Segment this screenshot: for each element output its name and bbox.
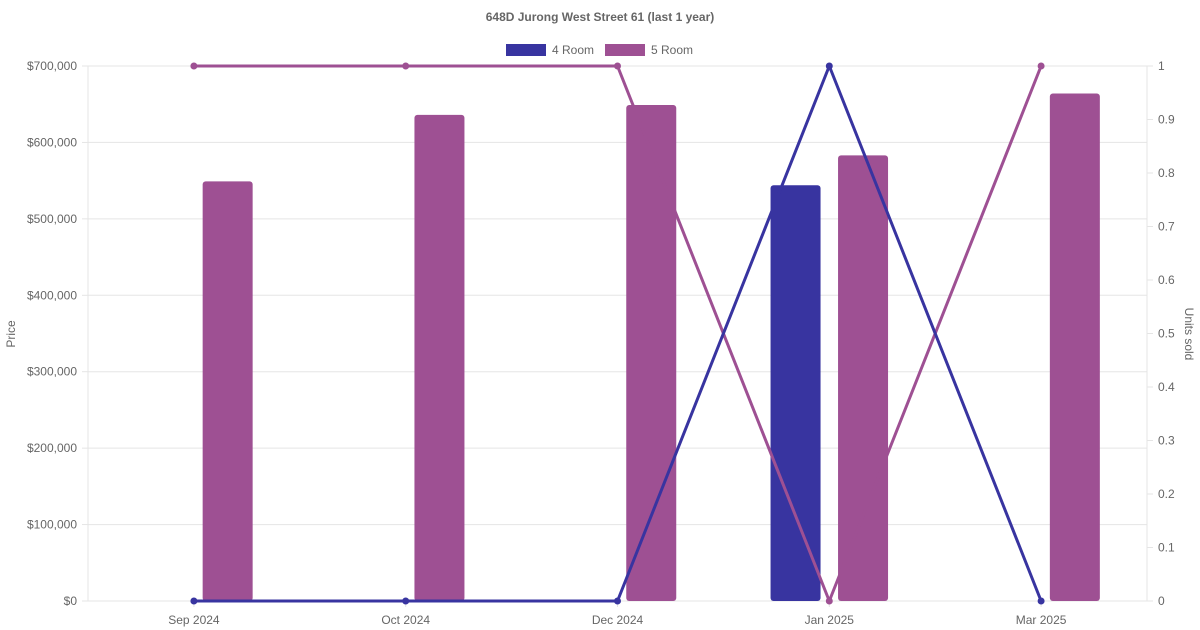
y-axis-right-title: Units sold [1182, 308, 1196, 361]
point-5-room[interactable] [190, 62, 198, 70]
bar-5-room[interactable] [414, 114, 465, 602]
y-left-tick-label: $500,000 [27, 212, 77, 226]
x-tick-label: Mar 2025 [1016, 613, 1067, 627]
point-5-room[interactable] [1037, 62, 1045, 70]
x-tick-label: Sep 2024 [168, 613, 220, 627]
line-5-room [193, 64, 1043, 603]
lines [193, 64, 1043, 603]
legend[interactable]: 4 Room 5 Room [506, 43, 693, 57]
bars [202, 93, 1100, 602]
bar-4-room[interactable] [770, 185, 821, 601]
point-4-room[interactable] [1037, 597, 1045, 605]
y-left-tick-label: $400,000 [27, 288, 77, 302]
y-axis-left: $0 $100,000 $200,000 $300,000 $400,000 $500,0… [27, 59, 88, 608]
x-tick-label: Jan 2025 [805, 613, 855, 627]
line-4-room [193, 64, 1043, 603]
point-4-room[interactable] [402, 597, 410, 605]
bar-5-room[interactable] [626, 104, 677, 601]
point-5-room[interactable] [402, 62, 410, 70]
y-left-tick-label: $300,000 [27, 365, 77, 379]
x-tick-label: Dec 2024 [592, 613, 644, 627]
legend-swatch-5-room [605, 44, 645, 56]
point-4-room[interactable] [825, 62, 833, 70]
y-left-tick-label: $100,000 [27, 518, 77, 532]
y-right-tick-label: 0 [1158, 594, 1165, 608]
chart-title: 648D Jurong West Street 61 (last 1 year) [486, 10, 715, 24]
y-left-tick-label: $700,000 [27, 59, 77, 73]
y-right-tick-label: 0.1 [1158, 541, 1175, 555]
y-left-tick-label: $0 [64, 594, 78, 608]
point-4-room[interactable] [614, 597, 621, 605]
point-5-room[interactable] [825, 597, 833, 605]
x-axis: Sep 2024 Oct 2024 Dec 2024 Jan 2025 Mar 2025 [168, 601, 1067, 627]
bar-5-room[interactable] [202, 181, 253, 601]
y-right-tick-label: 0.7 [1158, 220, 1175, 234]
point-5-room[interactable] [614, 62, 621, 70]
legend-item-5-room[interactable]: 5 Room [605, 43, 693, 57]
y-right-tick-label: 0.3 [1158, 434, 1175, 448]
y-right-tick-label: 0.2 [1158, 487, 1175, 501]
y-left-tick-label: $600,000 [27, 135, 77, 149]
point-4-room[interactable] [190, 597, 198, 605]
points [190, 62, 1045, 605]
y-right-tick-label: 0.5 [1158, 327, 1175, 341]
legend-label-5-room: 5 Room [651, 43, 693, 57]
y-axis-left-title: Price [4, 320, 18, 348]
y-axis-right: 0 0.1 0.2 0.3 0.4 0.5 0.6 0.7 0.8 0.9 1 [1147, 59, 1175, 608]
legend-label-4-room: 4 Room [552, 43, 594, 57]
legend-item-4-room[interactable]: 4 Room [506, 43, 594, 57]
y-right-tick-label: 0.4 [1158, 380, 1175, 394]
y-right-tick-label: 0.8 [1158, 166, 1175, 180]
y-right-tick-label: 0.6 [1158, 273, 1175, 287]
bar-5-room[interactable] [1049, 93, 1100, 601]
gridlines [87, 65, 1148, 602]
y-left-tick-label: $200,000 [27, 441, 77, 455]
x-tick-label: Oct 2024 [381, 613, 430, 627]
y-right-tick-label: 0.9 [1158, 113, 1175, 127]
legend-swatch-4-room [506, 44, 546, 56]
bar-5-room[interactable] [838, 155, 889, 601]
y-right-tick-label: 1 [1158, 59, 1165, 73]
